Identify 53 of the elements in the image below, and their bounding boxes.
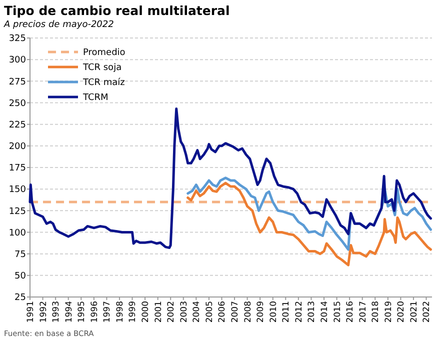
x-tick-label: 2007: [230, 301, 240, 323]
x-tick-label: 2000: [141, 301, 152, 323]
x-tick-label: 2013: [307, 301, 318, 323]
y-tick-label: 150: [8, 185, 26, 196]
legend-label: TCR maíz: [82, 77, 126, 88]
x-tick-label: 2010: [268, 301, 279, 323]
x-tick-label: 1994: [64, 301, 74, 323]
y-tick-label: 50: [14, 272, 26, 282]
x-tick-label: 2019: [384, 301, 394, 323]
y-tick-label: 250: [8, 98, 26, 109]
x-tick-label: 2001: [154, 301, 164, 323]
y-tick-label: 75: [14, 250, 26, 260]
x-tick-label: 2021: [409, 301, 420, 323]
x-tick-label: 1997: [102, 301, 113, 323]
x-tick-label: 2017: [358, 301, 368, 323]
y-tick-label: 325: [8, 34, 26, 44]
x-tick-label: 2004: [192, 301, 202, 323]
y-tick-label: 25: [14, 293, 26, 304]
x-tick-label: 2011: [282, 301, 292, 323]
x-tick-label: 1998: [115, 301, 126, 323]
x-tick-label: 2018: [371, 301, 382, 323]
y-tick-label: 300: [8, 56, 26, 66]
x-tick-label: 2015: [332, 301, 343, 323]
chart-subtitle: A precios de mayo-2022: [3, 20, 114, 30]
y-tick-label: 275: [8, 77, 26, 88]
x-tick-label: 2020: [396, 301, 407, 323]
legend-label: Promedio: [83, 48, 126, 58]
x-tick-label: 2009: [256, 301, 266, 323]
x-tick-label: 2005: [204, 301, 215, 323]
x-tick-label: 2014: [320, 301, 330, 323]
y-tick-label: 200: [8, 142, 26, 152]
x-tick-label: 1991: [26, 301, 36, 323]
chart-title: Tipo de cambio real multilateral: [4, 3, 230, 18]
x-tick-label: 2016: [346, 301, 356, 323]
x-tick-label: 1996: [90, 301, 100, 323]
line-series: [28, 108, 432, 250]
x-tick-label: 1999: [128, 301, 138, 323]
y-tick-label: 125: [8, 206, 26, 217]
x-tick-label: 2006: [218, 301, 228, 323]
x-tick-label: 2002: [166, 301, 177, 323]
x-tick-label: 1992: [38, 301, 49, 323]
x-tick-label: 1995: [77, 301, 88, 323]
y-tick-label: 225: [8, 120, 26, 130]
line-series: [186, 182, 432, 266]
x-tick-label: 1993: [52, 301, 62, 323]
legend-label: TCRM: [82, 93, 108, 104]
x-tick-label: 2003: [179, 301, 190, 323]
y-tick-label: 175: [8, 164, 26, 174]
legend-label: TCR soja: [82, 63, 122, 74]
x-tick-label: 2022: [422, 301, 432, 323]
y-tick-label: 100: [8, 228, 26, 238]
x-tick-label: 2012: [294, 301, 304, 323]
x-tick-label: 2008: [243, 301, 254, 323]
